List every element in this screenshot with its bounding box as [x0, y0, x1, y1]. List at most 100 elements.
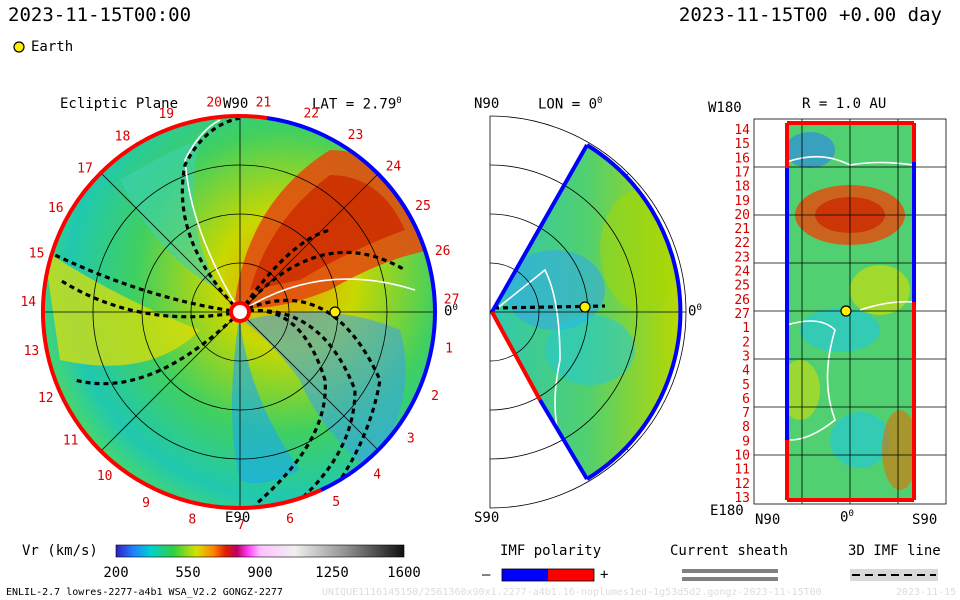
radial-y-label: 4 [742, 364, 750, 379]
radial-y-label: 6 [742, 392, 750, 407]
carrington-label: 14 [20, 295, 36, 310]
radial-bottom-mid: 00 [840, 509, 854, 526]
meridional-right-value: 0 [688, 303, 697, 320]
imf-plus-label: + [600, 567, 609, 583]
radial-r-label: R = 1.0 AU [802, 96, 887, 112]
ecliptic-plane-panel: 20 21222324252627123456789101112131415161… [20, 95, 459, 533]
carrington-label: 19 [158, 107, 174, 122]
faint-run-date: 2023-11-15 [896, 587, 957, 598]
imf-line-title: 3D IMF line [848, 543, 941, 559]
radial-y-label: 22 [734, 236, 750, 251]
imf-polarity-title: IMF polarity [500, 543, 602, 559]
meridional-panel [489, 115, 687, 509]
radial-y-label: 8 [742, 420, 750, 435]
colorbar-tick-label: 200 [103, 565, 128, 581]
carrington-label: 23 [348, 128, 364, 143]
carrington-label: 4 [373, 468, 381, 483]
carrington-label: 6 [286, 512, 294, 527]
radial-y-label: 24 [734, 265, 750, 280]
radial-y-label: 18 [734, 180, 750, 195]
ecliptic-earth-marker [329, 306, 341, 318]
colorbar-ticks: 200 550 900 1250 1600 [103, 565, 421, 581]
carrington-labels: 20 21222324252627123456789101112131415161… [20, 95, 459, 533]
imf-minus-label: – [482, 567, 491, 583]
meridional-right-label: 00 [688, 303, 702, 320]
carrington-label: 24 [386, 160, 402, 175]
radial-y-label: 3 [742, 350, 750, 365]
current-sheath-swatch [682, 569, 778, 581]
meridional-top-label: N90 [474, 96, 500, 112]
right-timestamp: 2023-11-15T00 +0.00 day [678, 4, 942, 26]
carrington-label: 22 [303, 106, 319, 121]
radial-y-label: 20 [734, 208, 750, 223]
carrington-label: 3 [407, 432, 415, 447]
radial-y-label: 1 [742, 321, 750, 336]
carrington-label: 21 [256, 95, 272, 110]
carrington-label: 18 [115, 130, 131, 145]
radial-y-label: 16 [734, 151, 750, 166]
radial-y-label: 14 [734, 123, 750, 138]
lat-label: LAT = 2.790 [312, 96, 402, 113]
meridional-bottom-label: S90 [474, 510, 500, 526]
radial-earth-marker [840, 305, 852, 317]
radial-y-label: 5 [742, 378, 750, 393]
model-info: ENLIL-2.7 lowres-2277-a4b1 WSA_V2.2 GONG… [6, 587, 283, 598]
lon-label-value: LON = 0 [538, 96, 598, 113]
radial-bottom-mid-value: 0 [840, 509, 849, 526]
radial-y-label: 9 [742, 434, 750, 449]
carrington-label: 5 [332, 495, 340, 510]
carrington-label: 17 [77, 161, 93, 176]
radial-y-label: 26 [734, 293, 750, 308]
radial-y-label: 27 [734, 307, 750, 322]
colorbar [115, 544, 405, 558]
carrington-label: 8 [188, 513, 196, 528]
radial-bottom-s: S90 [912, 512, 938, 528]
meridional-right-sup: 0 [696, 303, 702, 313]
carrington-label: 10 [97, 469, 113, 484]
carrington-label: 7 [237, 518, 245, 533]
radial-y-label: 19 [734, 194, 750, 209]
radial-y-labels: 1415161718192021222324252627123456789101… [734, 123, 750, 506]
ecliptic-imf-lines [54, 116, 406, 507]
earth-legend-icon [13, 41, 25, 53]
ecliptic-title: Ecliptic Plane [60, 96, 179, 112]
colorbar-label: Vr (km/s) [22, 543, 98, 559]
carrington-label: 26 [435, 244, 451, 259]
imf-positive-swatch [548, 569, 594, 581]
radial-y-label: 15 [734, 137, 750, 152]
radial-y-label: 23 [734, 250, 750, 265]
radial-y-label: 10 [734, 449, 750, 464]
radial-y-label: 13 [734, 491, 750, 506]
radial-y-label: 11 [734, 463, 750, 478]
current-sheath-title: Current sheath [670, 543, 789, 559]
carrington-label: 27 [444, 292, 460, 307]
ecliptic-right-axis-value: 0 [444, 303, 453, 320]
carrington-label: 9 [142, 496, 150, 511]
radial-top-left: W180 [708, 100, 742, 116]
radial-y-label: 7 [742, 406, 750, 421]
ecliptic-right-axis-sup: 0 [452, 303, 458, 313]
carrington-label: 25 [415, 199, 431, 214]
left-timestamp: 2023-11-15T00:00 [8, 4, 192, 26]
carrington-label: 2 [431, 389, 439, 404]
carrington-label: 16 [48, 201, 64, 216]
carrington-label: 20 [206, 96, 222, 111]
radial-y-label: 12 [734, 477, 750, 492]
lat-label-value: LAT = 2.79 [312, 96, 397, 113]
ecliptic-right-axis: 00 [444, 303, 458, 320]
colorbar-tick-label: 1600 [387, 565, 421, 581]
faint-run-id: UNIQUE1116145150/2561360x90x1.2277-a4b1.… [322, 587, 822, 598]
earth-legend-label: Earth [31, 39, 74, 55]
carrington-label: 13 [24, 344, 40, 359]
radial-y-label: 25 [734, 279, 750, 294]
radial-y-label: 21 [734, 222, 750, 237]
carrington-label: 12 [38, 391, 54, 406]
radial-heatmap-features [787, 132, 914, 490]
colorbar-tick-label: 1250 [315, 565, 349, 581]
meridional-earth-marker [579, 301, 591, 313]
lat-label-sup: 0 [396, 96, 402, 106]
radial-bottom-n: N90 [755, 512, 781, 528]
radial-y-label: 2 [742, 335, 750, 350]
colorbar-tick-label: 550 [175, 565, 200, 581]
